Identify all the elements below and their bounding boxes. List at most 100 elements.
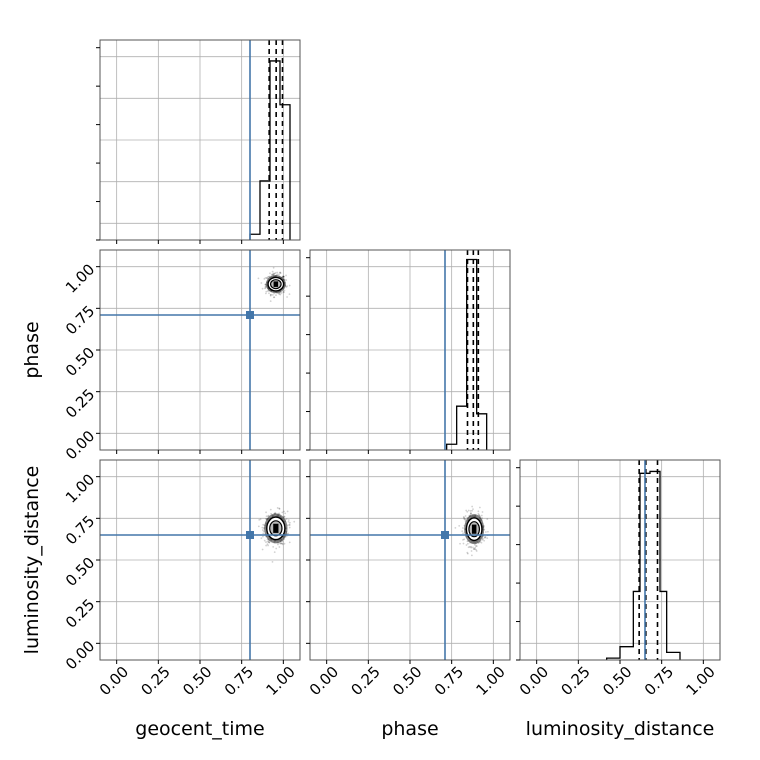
sample-point	[475, 548, 477, 551]
sample-point	[466, 510, 469, 513]
sample-point	[462, 527, 464, 529]
sample-point	[272, 273, 275, 276]
sample-point	[283, 289, 286, 292]
sample-point	[469, 510, 472, 512]
sample-point	[475, 545, 477, 547]
x-tick-label: 0.75	[221, 663, 257, 699]
sample-point	[272, 296, 275, 299]
sample-point	[266, 540, 269, 543]
sample-point	[478, 506, 481, 509]
scatter-panel-phase-luminosity_distance	[306, 459, 511, 664]
sample-point	[273, 551, 276, 554]
sample-point	[260, 282, 263, 284]
sample-point	[259, 518, 262, 521]
y-tick-label: 0.50	[62, 554, 98, 590]
x-axis-label: luminosity_distance	[526, 718, 715, 740]
sample-point	[272, 545, 275, 548]
sample-point	[470, 512, 473, 515]
sample-point	[481, 511, 484, 513]
sample-point	[265, 277, 268, 280]
sample-point	[274, 511, 277, 514]
sample-point	[469, 512, 472, 515]
scatter-panel-geocent_time-phase	[96, 249, 301, 454]
sample-point	[478, 514, 480, 517]
sample-point	[267, 290, 269, 293]
sample-point	[273, 272, 276, 275]
sample-point	[462, 532, 464, 535]
sample-point	[287, 519, 290, 521]
sample-point	[282, 275, 285, 278]
sample-point	[463, 538, 466, 541]
sample-point	[461, 530, 464, 533]
sample-point	[274, 271, 277, 274]
sample-point	[281, 542, 284, 545]
sample-point	[281, 511, 284, 514]
sample-point	[271, 293, 274, 296]
sample-point	[484, 531, 487, 533]
histogram-panel-phase	[306, 249, 511, 454]
y-tick-label: 0.75	[62, 512, 98, 548]
sample-point	[265, 541, 267, 544]
sample-point	[282, 275, 285, 278]
sample-point	[270, 293, 272, 296]
sample-point	[472, 548, 475, 550]
sample-point	[272, 272, 275, 275]
sample-point	[462, 542, 465, 545]
sample-point	[271, 270, 274, 273]
sample-point	[477, 513, 480, 515]
sample-point	[258, 518, 261, 521]
sample-point	[465, 509, 468, 512]
sample-point	[285, 274, 287, 277]
sample-point	[271, 560, 274, 563]
sample-point	[271, 273, 273, 276]
x-tick-label: 1.00	[683, 663, 719, 699]
sample-point	[477, 510, 480, 513]
x-tick-label: 0.25	[348, 663, 384, 699]
sample-point	[262, 530, 265, 533]
sample-point	[269, 272, 271, 275]
sample-point	[264, 283, 267, 286]
sample-point	[470, 550, 473, 552]
sample-point	[288, 521, 291, 524]
sample-point	[293, 520, 296, 523]
sample-point	[468, 545, 471, 548]
sample-point	[288, 284, 291, 287]
sample-point	[275, 294, 277, 297]
sample-point	[462, 516, 465, 518]
histogram-panel-geocent_time	[96, 39, 301, 244]
sample-point	[277, 543, 279, 546]
sample-point	[264, 277, 267, 279]
sample-point	[279, 293, 282, 296]
sample-point	[470, 546, 473, 549]
sample-point	[276, 507, 279, 509]
sample-point	[263, 539, 266, 542]
sample-point	[466, 540, 469, 543]
sample-point	[462, 538, 464, 541]
sample-point	[265, 517, 267, 520]
x-tick-label: 1.00	[263, 663, 299, 699]
truth-marker	[246, 531, 254, 539]
sample-point	[282, 275, 284, 278]
sample-point	[283, 291, 285, 294]
sample-point	[273, 296, 276, 299]
y-tick-label: 0.25	[62, 385, 98, 421]
y-tick-label: 1.00	[62, 470, 98, 506]
sample-point	[466, 551, 469, 554]
sample-point	[472, 546, 474, 549]
sample-point	[466, 552, 469, 555]
sample-point	[271, 273, 274, 276]
histogram-step	[446, 258, 488, 450]
sample-point	[286, 285, 288, 288]
x-tick-label: 1.00	[473, 663, 509, 699]
sample-point	[279, 272, 282, 275]
scatter-panel-geocent_time-luminosity_distance	[96, 459, 301, 664]
density-peak	[273, 281, 279, 287]
x-tick-label: 0.75	[641, 663, 677, 699]
sample-point	[281, 543, 284, 546]
x-tick-label: 0.50	[389, 663, 425, 699]
sample-point	[481, 538, 484, 541]
sample-point	[473, 543, 476, 546]
y-tick-label: 0.75	[62, 302, 98, 338]
sample-point	[484, 536, 487, 538]
